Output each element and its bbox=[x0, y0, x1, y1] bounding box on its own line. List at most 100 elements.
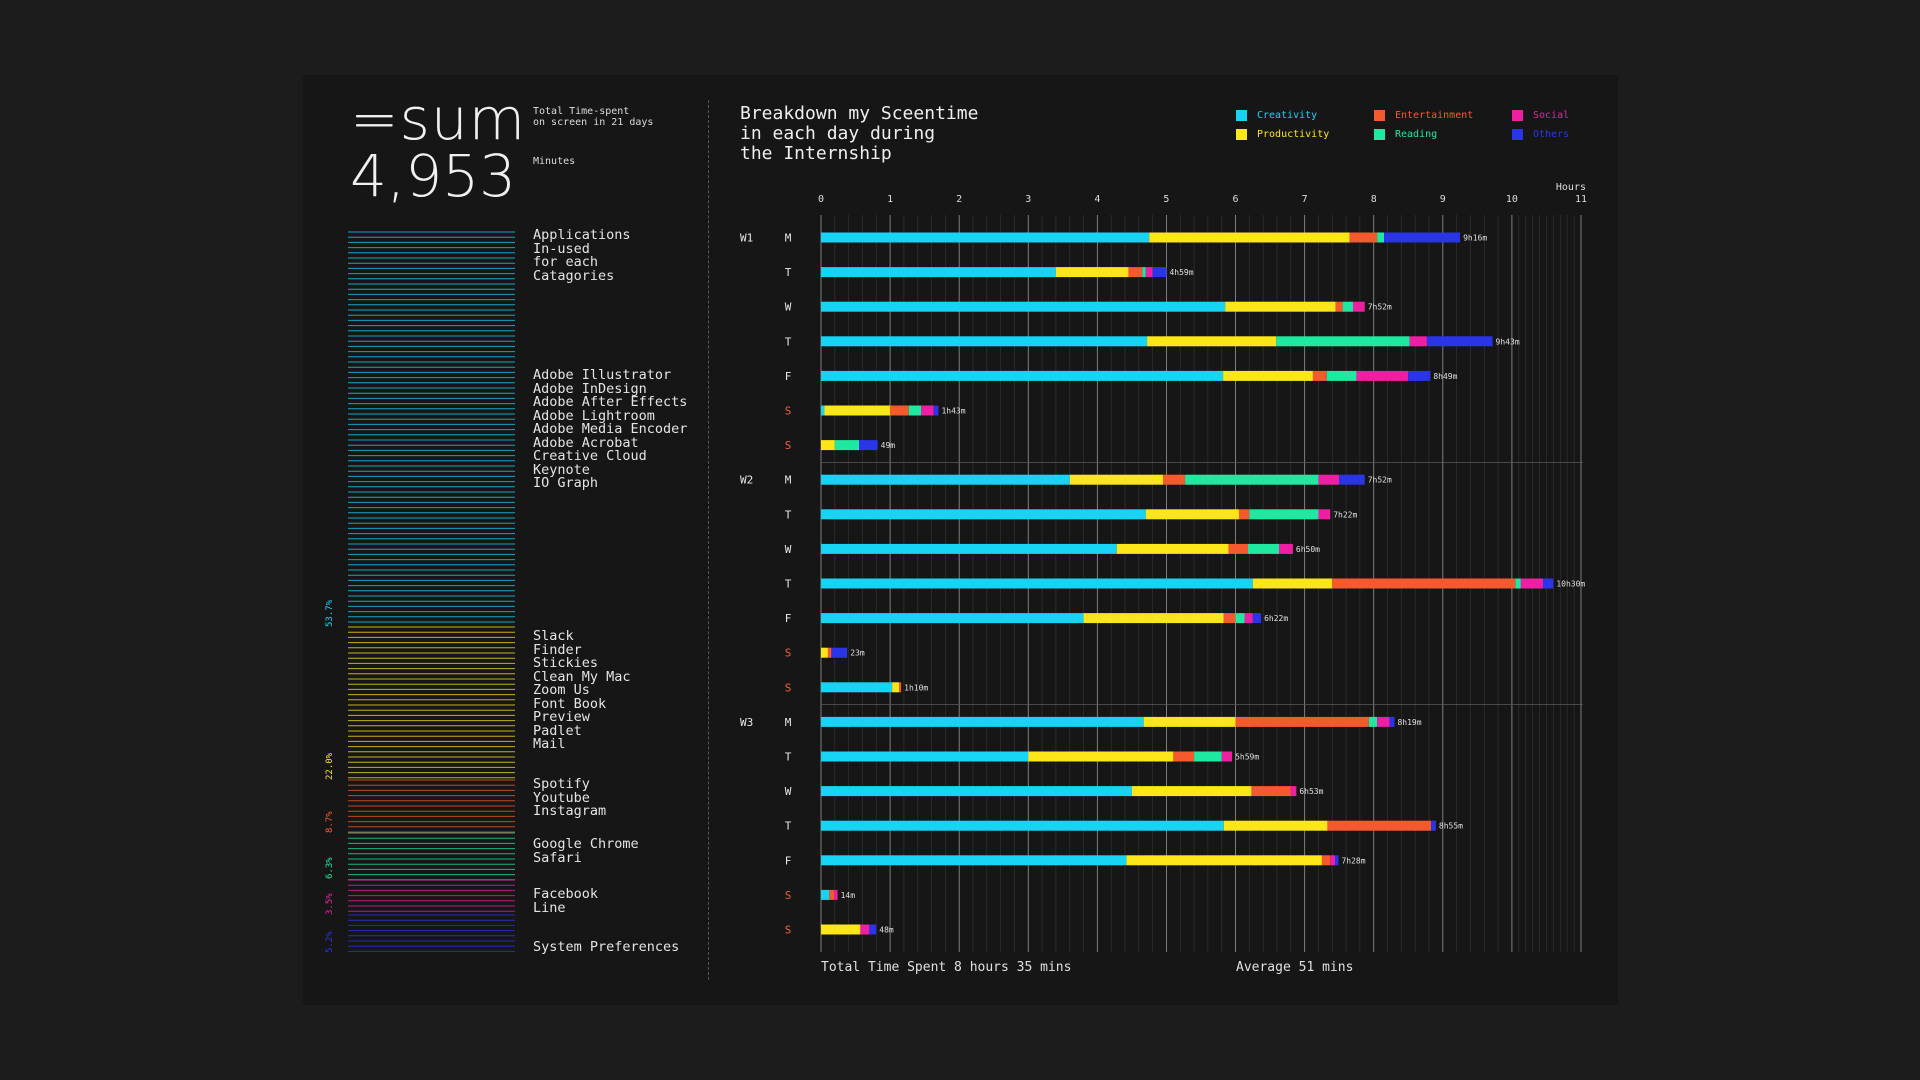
day-total-label: 8h19m bbox=[1397, 718, 1421, 727]
day-label: W bbox=[785, 301, 792, 314]
x-tick-label: 10 bbox=[1506, 194, 1518, 205]
bar-segment-others bbox=[1389, 716, 1395, 727]
bar-segment-reading bbox=[1342, 301, 1353, 312]
day-label: S bbox=[785, 647, 792, 660]
bar-segment-creativity bbox=[821, 370, 1224, 381]
bar-segment-reading bbox=[1247, 543, 1280, 554]
others-app-list: System Preferences bbox=[533, 939, 680, 955]
bar-segment-productivity bbox=[1145, 509, 1239, 520]
minutes-label: Minutes bbox=[533, 156, 576, 167]
day-total-label: 7h28m bbox=[1341, 856, 1365, 865]
bar-segment-productivity bbox=[1225, 301, 1336, 312]
x-tick-label: 1 bbox=[887, 194, 893, 205]
bar-segment-creativity bbox=[821, 474, 1070, 485]
legend-others: Others bbox=[1512, 128, 1569, 142]
x-tick-label: 9 bbox=[1440, 194, 1446, 205]
bar-segment-creativity bbox=[821, 232, 1150, 243]
bar-segment-entertainment bbox=[1312, 370, 1327, 381]
day-label: T bbox=[785, 820, 792, 833]
day-label: M bbox=[785, 474, 792, 487]
day-total-label: 7h22m bbox=[1333, 510, 1357, 519]
bar-segment-reading bbox=[834, 440, 859, 451]
bar-segment-reading bbox=[1326, 370, 1357, 381]
bar-segment-social bbox=[1318, 509, 1331, 520]
day-label: S bbox=[785, 889, 792, 902]
bar-segment-creativity bbox=[821, 301, 1226, 312]
bar-segment-social bbox=[834, 889, 838, 900]
x-tick-label: 5 bbox=[1163, 194, 1169, 205]
day-label: M bbox=[785, 232, 792, 245]
day-label: W bbox=[785, 543, 792, 556]
day-total-label: 10h30m bbox=[1556, 580, 1585, 589]
day-total-label: 8h55m bbox=[1439, 822, 1463, 831]
x-tick-label: 0 bbox=[818, 194, 824, 205]
legend-label: Social bbox=[1533, 110, 1570, 121]
legend-creativity: Creativity bbox=[1236, 109, 1317, 123]
legend-reading: Reading bbox=[1374, 128, 1437, 142]
day-label: W bbox=[785, 785, 792, 798]
bar-segment-social bbox=[1279, 543, 1293, 554]
bar-segment-entertainment bbox=[829, 889, 835, 900]
bar-segment-productivity bbox=[892, 682, 900, 693]
bar-segment-reading bbox=[1142, 267, 1146, 278]
legend-label: Others bbox=[1533, 129, 1570, 140]
bar-segment-reading bbox=[1368, 716, 1378, 727]
bar-segment-productivity bbox=[1131, 786, 1252, 797]
bar-segment-social bbox=[1145, 267, 1153, 278]
x-tick-label: 11 bbox=[1575, 194, 1587, 205]
day-total-label: 4h59m bbox=[1169, 268, 1193, 277]
bar-segment-others bbox=[858, 440, 878, 451]
bar-segment-social bbox=[1244, 613, 1253, 624]
x-tick-label: 7 bbox=[1302, 194, 1308, 205]
productivity-app-list: Slack Finder Stickies Clean My Mac Zoom … bbox=[533, 628, 631, 752]
bar-segment-productivity bbox=[1223, 370, 1313, 381]
day-total-label: 8h49m bbox=[1433, 372, 1457, 381]
bar-segment-entertainment bbox=[827, 647, 832, 658]
bar-segment-others bbox=[933, 405, 939, 416]
bar-segment-others bbox=[1252, 613, 1262, 624]
bar-segment-entertainment bbox=[1335, 301, 1343, 312]
bar-segment-others bbox=[1408, 370, 1431, 381]
social-app-list: Facebook Line bbox=[533, 886, 599, 916]
bar-segment-social bbox=[1356, 370, 1409, 381]
bar-segment-others bbox=[831, 647, 848, 658]
legend-entertainment: Entertainment bbox=[1374, 109, 1473, 123]
bar-segment-productivity bbox=[821, 440, 835, 451]
bar-segment-others bbox=[1542, 578, 1554, 589]
week-label: W2 bbox=[740, 474, 753, 487]
bar-segment-reading bbox=[1235, 613, 1245, 624]
day-label: S bbox=[785, 924, 792, 937]
day-label: T bbox=[785, 335, 792, 348]
bar-segment-social bbox=[1377, 716, 1390, 727]
legend-label: Creativity bbox=[1257, 110, 1318, 121]
bar-segment-productivity bbox=[1083, 613, 1224, 624]
bar-segment-reading bbox=[1515, 578, 1521, 589]
bar-segment-social bbox=[1318, 474, 1340, 485]
footer-total-time: Total Time Spent 8 hours 35 mins bbox=[821, 960, 1072, 975]
bar-segment-entertainment bbox=[1349, 232, 1378, 243]
bar-segment-creativity bbox=[821, 578, 1253, 589]
bar-segment-social bbox=[1330, 855, 1336, 866]
day-label: T bbox=[785, 508, 792, 521]
day-total-label: 5h59m bbox=[1235, 753, 1259, 762]
bar-segment-entertainment bbox=[1173, 751, 1195, 762]
week-label: W1 bbox=[740, 232, 753, 245]
legend-swatch bbox=[1512, 109, 1523, 121]
legend-swatch bbox=[1374, 128, 1385, 140]
legend-swatch bbox=[1374, 109, 1385, 121]
x-tick-label: 4 bbox=[1094, 194, 1100, 205]
bar-segment-others bbox=[1384, 232, 1461, 243]
bar-segment-creativity bbox=[821, 889, 830, 900]
section-divider bbox=[708, 100, 709, 980]
bar-segment-entertainment bbox=[1332, 578, 1516, 589]
bar-segment-creativity bbox=[821, 716, 1144, 727]
legend-label: Reading bbox=[1395, 129, 1438, 140]
bar-segment-social bbox=[1352, 301, 1365, 312]
x-axis-label: Hours bbox=[1556, 182, 1586, 193]
bar-segment-creativity bbox=[821, 336, 1148, 347]
bar-segment-productivity bbox=[821, 924, 861, 935]
bar-segment-creativity bbox=[821, 267, 1056, 278]
day-label: T bbox=[785, 578, 792, 591]
day-label: M bbox=[785, 716, 792, 729]
